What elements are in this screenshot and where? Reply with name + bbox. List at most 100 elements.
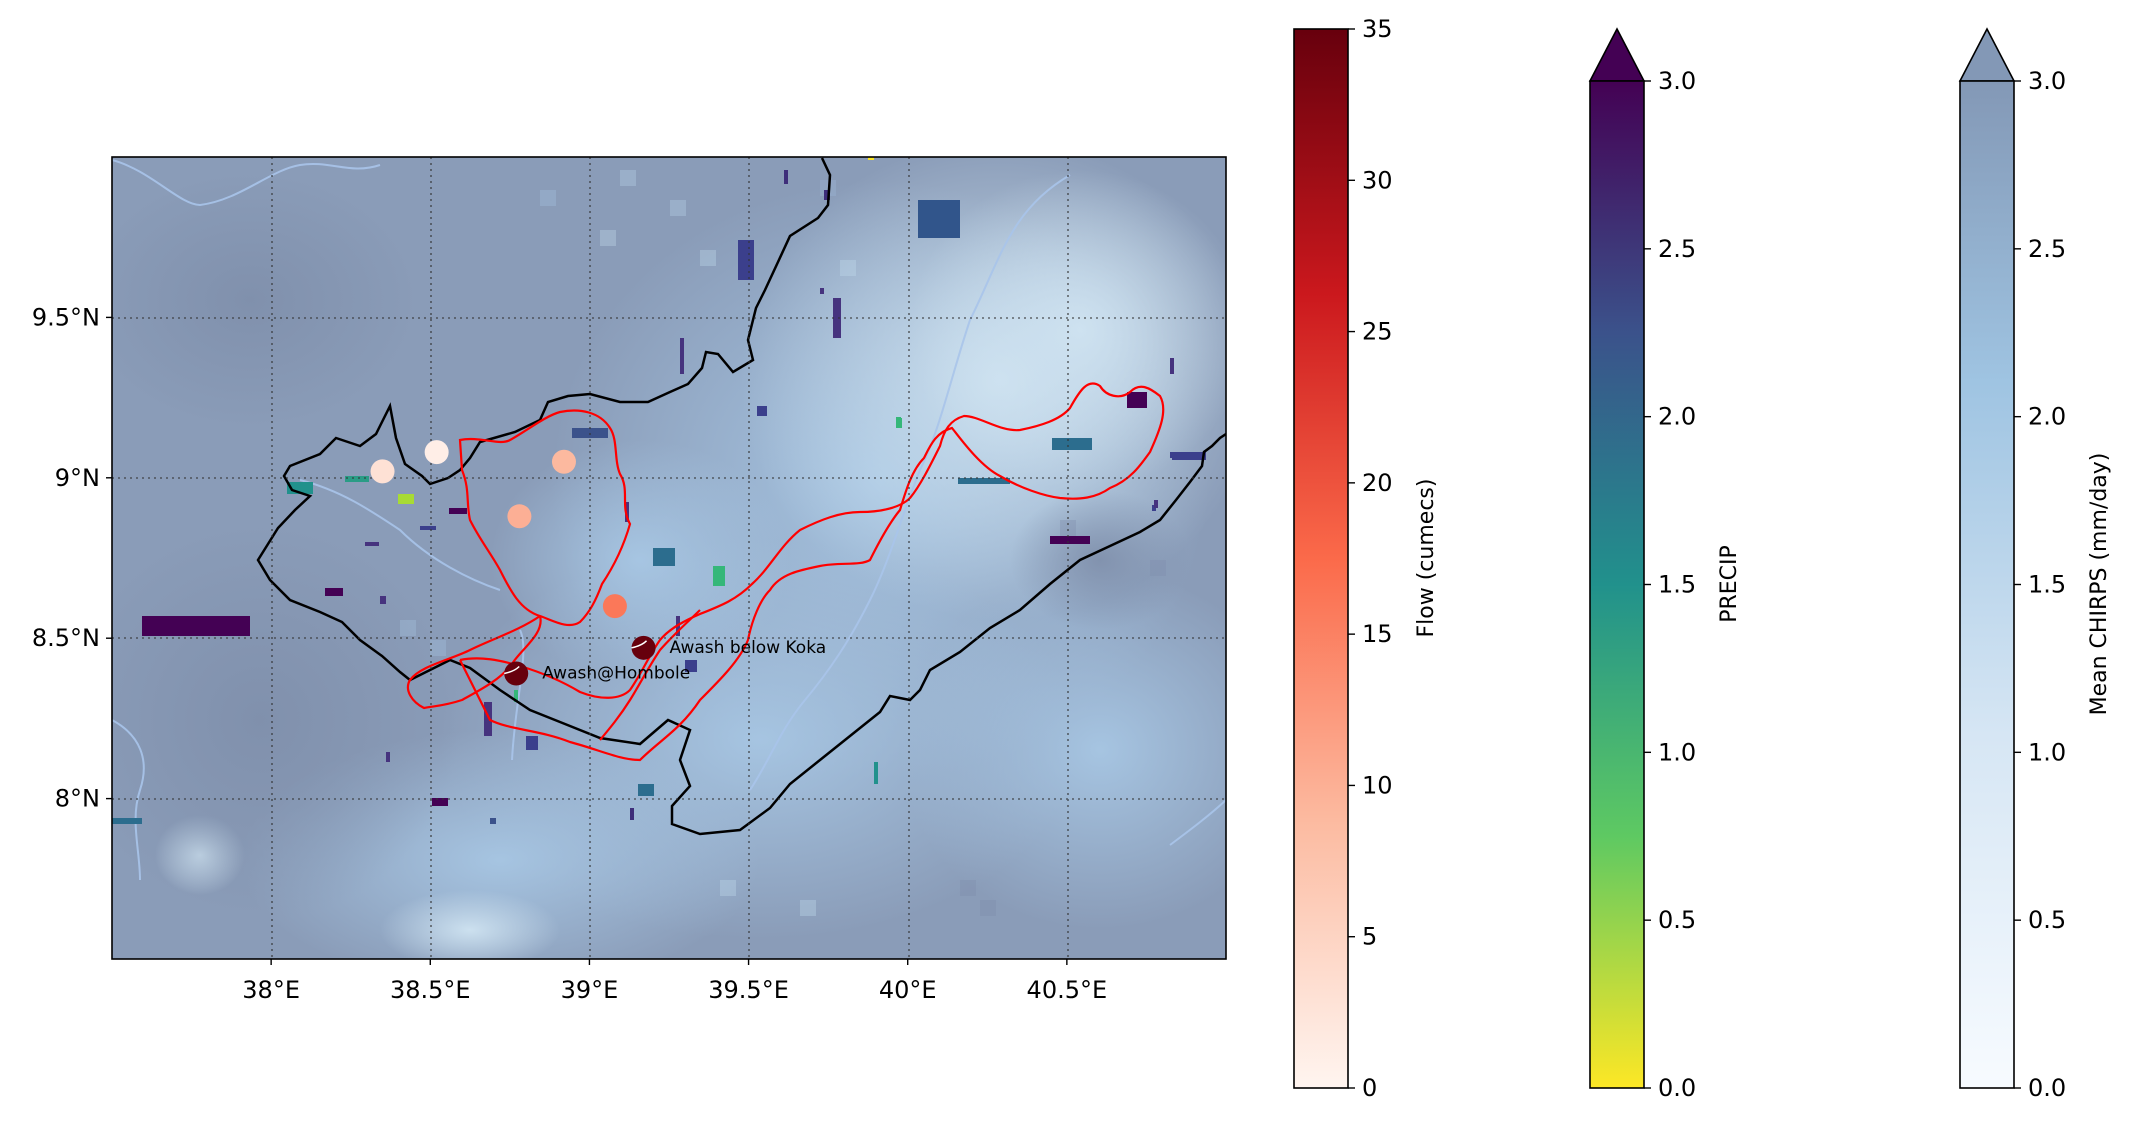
- chirps-raster: Awash below Koka Awash@Hombole: [112, 157, 1226, 959]
- subbasin-north-west: [458, 409, 632, 627]
- longitude-ticks: 38°E 38.5°E 39°E 39.5°E 40°E 40.5°E: [242, 959, 1107, 1004]
- colorbar-precip-gradient: [1589, 80, 1645, 1089]
- station-marker: [631, 635, 656, 660]
- precip-station: [680, 338, 684, 374]
- rivers: [112, 159, 1226, 881]
- colorbar-tick-label: 30: [1362, 166, 1393, 194]
- precip-station: [449, 508, 467, 514]
- colorbar-tick-label: 0.5: [1658, 906, 1696, 934]
- colorbar-tick-label: 0.0: [2028, 1074, 2066, 1102]
- colorbar-flow-gradient: [1293, 28, 1349, 1089]
- map-frame: [111, 156, 1227, 960]
- colorbar-chirps-ticks: 0.0 0.5 1.0 1.5 2.0 2.5 3.0: [2014, 67, 2066, 1102]
- precip-station: [386, 752, 390, 762]
- colorbar-tick-label: 5: [1362, 923, 1377, 951]
- station-label: Awash below Koka: [670, 638, 827, 658]
- x-tick-label: 38°E: [242, 976, 300, 1004]
- colorbar-tick-label: 15: [1362, 620, 1393, 648]
- precip-station: [1154, 500, 1158, 508]
- y-tick-label: 9.5°N: [32, 303, 100, 331]
- precip-station: [1050, 536, 1090, 544]
- precip-station: [868, 157, 874, 160]
- colorbar-tick-label: 25: [1362, 318, 1393, 346]
- precip-station: [325, 588, 343, 596]
- flow-point: [551, 449, 576, 474]
- colorbar-flow-ticks: 0 5 10 15 20 25 30 35: [1348, 15, 1393, 1102]
- precip-station: [685, 660, 697, 672]
- x-tick-label: 39.5°E: [708, 976, 789, 1004]
- flow-point: [424, 440, 449, 465]
- precip-station: [625, 502, 629, 522]
- river-north-west: [112, 159, 381, 207]
- precip-station: [874, 762, 878, 784]
- precip-station: [345, 476, 369, 482]
- x-tick-label: 39°E: [561, 976, 619, 1004]
- precip-station: [638, 784, 654, 796]
- colorbar-tick-label: 3.0: [2028, 67, 2066, 95]
- precip-station: [365, 542, 379, 546]
- precip-station: [484, 702, 492, 736]
- flow-point: [507, 504, 532, 529]
- colorbar-chirps-label: Mean CHIRPS (mm/day): [2087, 453, 2112, 716]
- y-tick-label: 8.5°N: [32, 624, 100, 652]
- precip-station: [420, 526, 436, 530]
- colorbar-flow-label: Flow (cumecs): [1414, 479, 1439, 638]
- precip-station: [896, 418, 902, 428]
- colorbar-chirps-extend-arrow: [1958, 27, 2016, 82]
- precip-station: [757, 406, 767, 416]
- colorbar-tick-label: 2.0: [2028, 403, 2066, 431]
- colorbar-flow: 0 5 10 15 20 25 30 35 Flow (cumecs): [1293, 15, 1439, 1102]
- river-south-west: [112, 719, 145, 881]
- colorbar-tick-label: 1.5: [2028, 571, 2066, 599]
- precip-station: [1052, 438, 1092, 450]
- colorbar-tick-label: 0.5: [2028, 906, 2066, 934]
- colorbar-precip-extend-arrow: [1588, 27, 1646, 82]
- precip-station: [958, 478, 1010, 484]
- map-panel: Awash below Koka Awash@Hombole 38°E 38.5°E…: [32, 156, 1227, 1004]
- colorbar-tick-label: 2.5: [1658, 235, 1696, 263]
- station-marker: [504, 661, 529, 686]
- colorbar-tick-label: 0: [1362, 1074, 1377, 1102]
- precip-station: [398, 494, 414, 504]
- colorbar-tick-label: 2.5: [2028, 235, 2066, 263]
- raster-pixels: [400, 170, 1166, 916]
- x-tick-label: 40°E: [879, 976, 937, 1004]
- precip-stations: [112, 157, 1206, 824]
- station-marker-highlight: [631, 640, 648, 649]
- station-marker-highlight: [504, 665, 520, 675]
- precip-station: [918, 200, 960, 238]
- colorbar-tick-label: 1.0: [1658, 738, 1696, 766]
- precip-station: [1170, 358, 1174, 374]
- flow-point: [370, 459, 395, 484]
- precip-station: [1170, 452, 1206, 458]
- x-tick-label: 40.5°E: [1027, 976, 1108, 1004]
- precip-station: [112, 818, 142, 824]
- colorbar-tick-label: 20: [1362, 469, 1393, 497]
- subbasin-koka-link: [599, 609, 701, 741]
- colorbar-tick-label: 35: [1362, 15, 1393, 43]
- precip-station: [738, 240, 754, 280]
- colorbar-tick-label: 3.0: [1658, 67, 1696, 95]
- river-east: [1169, 799, 1226, 846]
- station-label: Awash@Hombole: [542, 663, 690, 683]
- colorbar-tick-label: 10: [1362, 771, 1393, 799]
- precip-station: [653, 548, 675, 566]
- river-awash-main: [749, 174, 1071, 791]
- colorbar-tick-label: 1.0: [2028, 738, 2066, 766]
- awash-basin-boundary: [256, 157, 1226, 836]
- subbasin-middle-awash: [459, 382, 1165, 762]
- gauging-stations: Awash below Koka Awash@Hombole: [504, 635, 827, 686]
- precip-station: [380, 596, 386, 604]
- precip-station: [784, 170, 788, 184]
- precip-station: [432, 798, 448, 806]
- colorbar-tick-label: 1.5: [1658, 571, 1696, 599]
- precip-station: [526, 736, 538, 750]
- precip-station: [833, 298, 841, 338]
- colorbar-tick-label: 2.0: [1658, 403, 1696, 431]
- precip-station: [820, 288, 824, 294]
- precip-station: [713, 566, 725, 586]
- colorbar-precip: 0.0 0.5 1.0 1.5 2.0 2.5 3.0 PRECIP: [1588, 27, 1742, 1102]
- y-tick-label: 8°N: [55, 785, 100, 813]
- colorbar-precip-label: PRECIP: [1717, 545, 1742, 623]
- x-tick-label: 38.5°E: [390, 976, 471, 1004]
